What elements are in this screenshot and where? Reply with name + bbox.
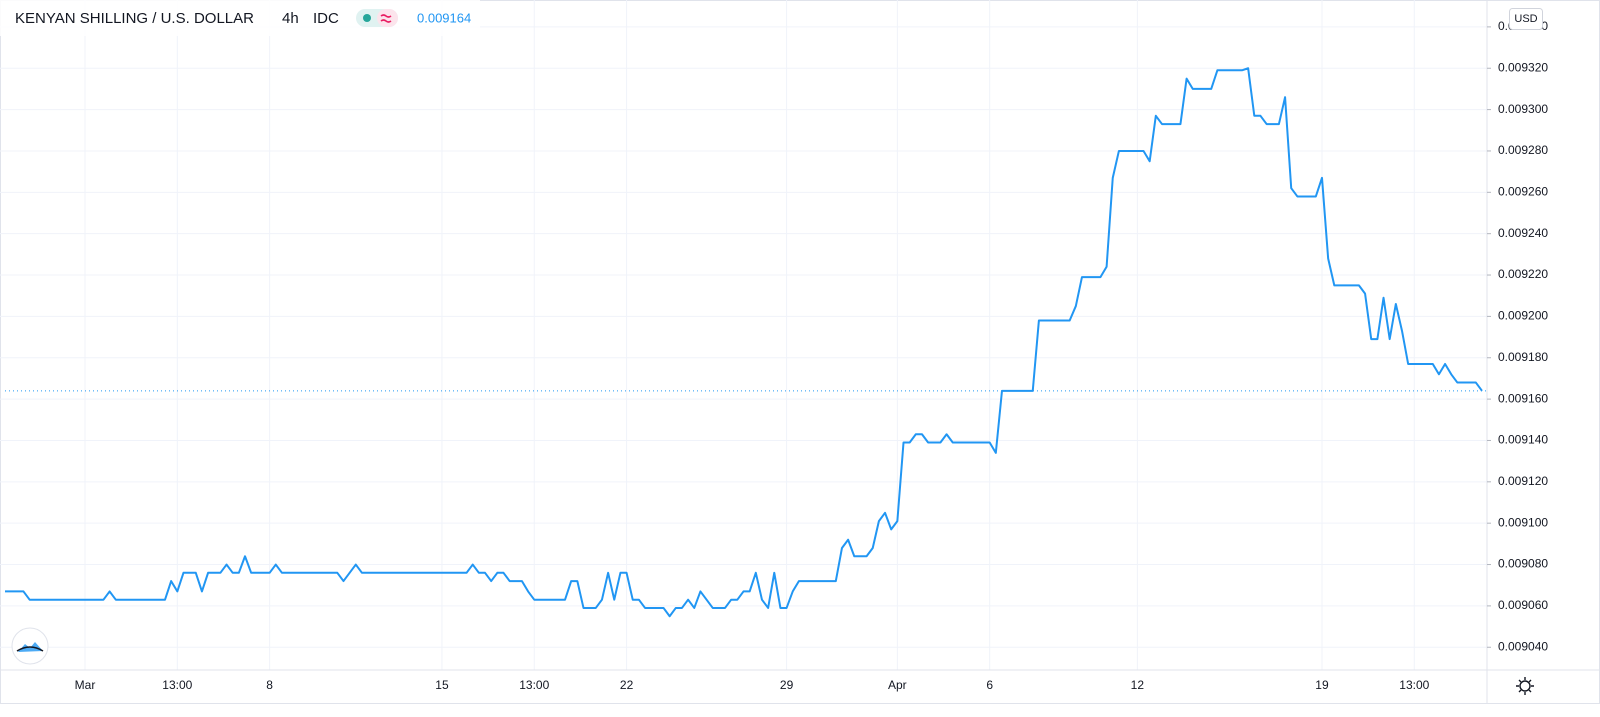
logo-circle: [11, 627, 49, 665]
grid: [0, 0, 1487, 670]
settings-button[interactable]: [1516, 677, 1534, 695]
source: IDC: [313, 10, 339, 27]
market-open-dot: [363, 14, 371, 22]
y-tick-label: 0.009100: [1498, 515, 1548, 529]
legend-background: [0, 0, 480, 36]
price-line: [5, 67, 1483, 618]
y-tick-label: 0.009300: [1498, 102, 1548, 116]
y-tick-label: 0.009080: [1498, 557, 1548, 571]
settings-rays: [1516, 677, 1534, 695]
x-tick-label: 12: [1131, 678, 1145, 692]
x-tick-label: 6: [986, 678, 993, 692]
x-tick-label: 8: [266, 678, 273, 692]
x-tick-label: 13:00: [1399, 678, 1429, 692]
currency-button[interactable]: USD: [1509, 8, 1543, 30]
x-tick-label: Apr: [888, 678, 907, 692]
y-tick-label: 0.009260: [1498, 184, 1548, 198]
y-tick-label: 0.009160: [1498, 391, 1548, 405]
y-tick-label: 0.009180: [1498, 350, 1548, 364]
x-tick-label: 19: [1315, 678, 1329, 692]
status-pill[interactable]: [356, 9, 398, 27]
x-tick-label: 13:00: [162, 678, 192, 692]
x-axis: Mar 13:00 8 15 13:00 22 29 Apr 6 12 19 13:00: [75, 678, 1430, 692]
status-bg-2: [377, 9, 398, 27]
y-tick-label: 0.009140: [1498, 433, 1548, 447]
x-tick-label: 29: [780, 678, 794, 692]
y-tick-label: 0.009320: [1498, 60, 1548, 74]
y-tick-label: 0.009060: [1498, 598, 1548, 612]
currency-label: USD: [1514, 13, 1537, 25]
delayed-icon: [380, 14, 392, 23]
x-tick-label: 13:00: [519, 678, 549, 692]
x-tick-label: 15: [435, 678, 449, 692]
y-tick-label: 0.009280: [1498, 143, 1548, 157]
settings-icon: [1519, 680, 1531, 692]
y-tick-label: 0.009220: [1498, 267, 1548, 281]
x-tick-label: Mar: [75, 678, 96, 692]
x-tick-label: 22: [620, 678, 634, 692]
logo-arc: [16, 646, 44, 652]
logo[interactable]: [11, 627, 49, 665]
symbol-title: KENYAN SHILLING / U.S. DOLLAR: [15, 10, 254, 27]
logo-mark: [18, 642, 43, 652]
y-tick-label: 0.009200: [1498, 309, 1548, 323]
last-price: 0.009164: [417, 10, 471, 25]
y-tick-label: 0.009240: [1498, 226, 1548, 240]
currency-box: [1509, 8, 1543, 30]
y-tick-label: 0.009040: [1498, 639, 1548, 653]
y-tick-label: 0.009120: [1498, 474, 1548, 488]
interval: 4h: [282, 10, 299, 27]
